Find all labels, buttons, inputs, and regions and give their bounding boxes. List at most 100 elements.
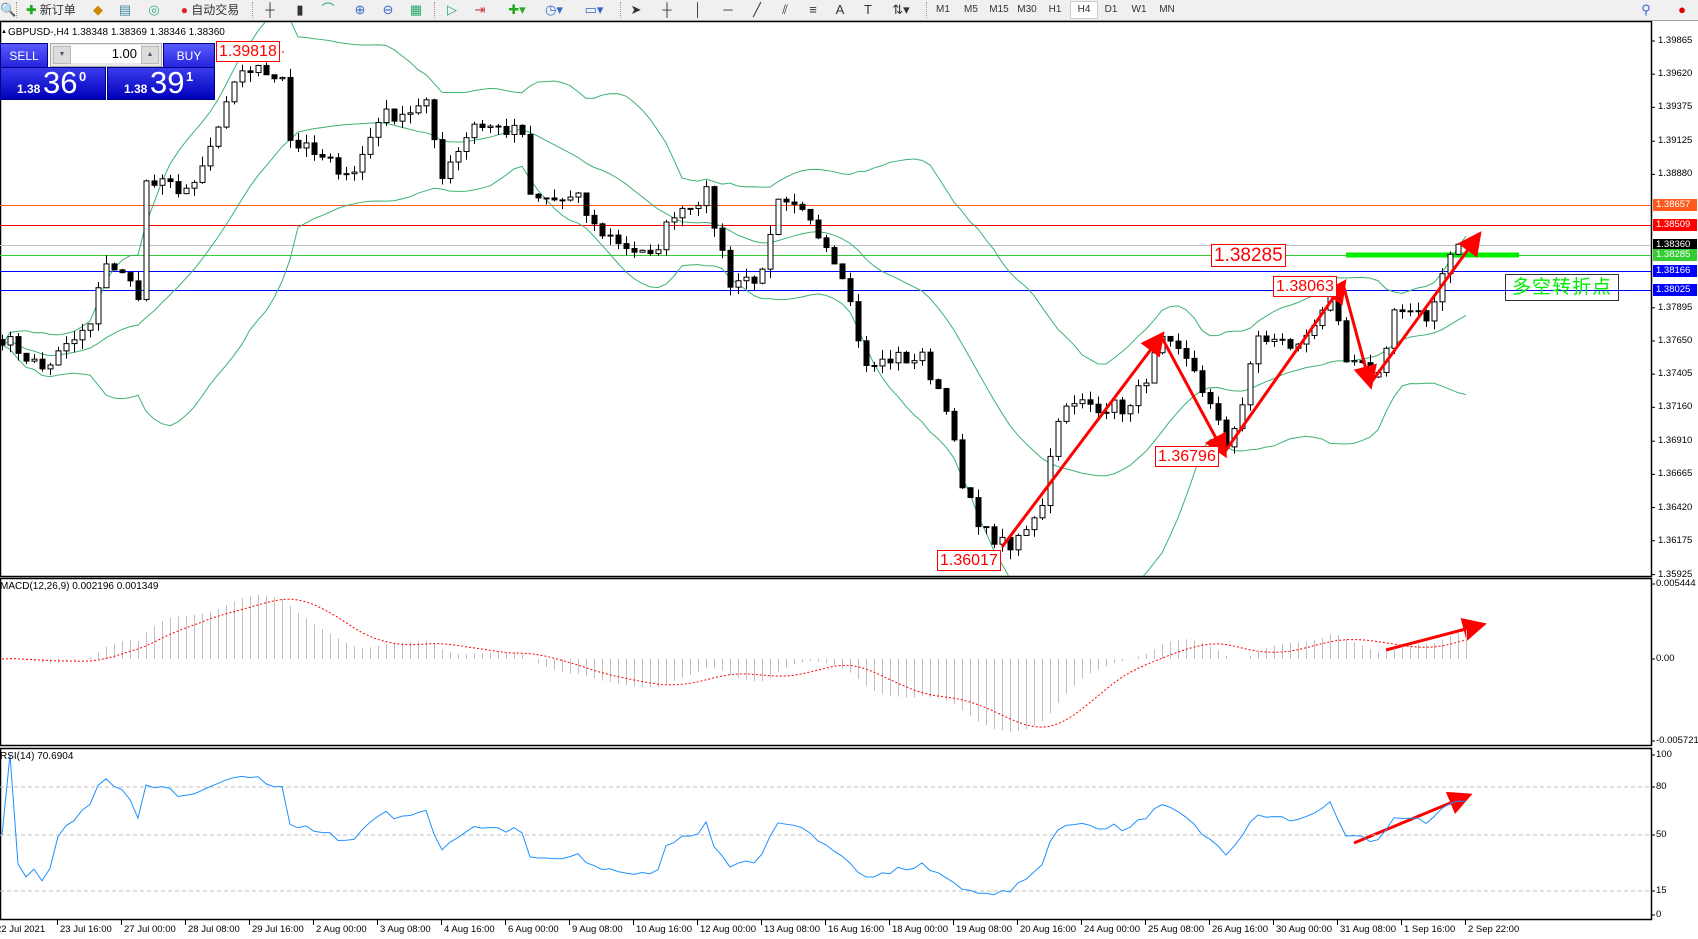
trend-arrow[interactable] [1341, 283, 1377, 390]
price-axis-label: 1.36665 [1658, 468, 1693, 480]
timeframe-m1[interactable]: M1 [936, 4, 950, 15]
timeframe-w1[interactable]: W1 [1131, 4, 1147, 15]
candle [463, 132, 470, 160]
high-price-label[interactable]: 1.39818 [216, 41, 280, 62]
trend-arrow[interactable] [1368, 231, 1482, 385]
candle [991, 523, 998, 549]
rsi-panel-frame [0, 747, 1653, 921]
candle [1119, 397, 1126, 422]
candle [535, 192, 542, 202]
candle [375, 117, 382, 147]
candle [343, 166, 350, 181]
candle [119, 268, 126, 274]
zoom-out-icon[interactable]: ⊖ [382, 2, 394, 17]
vertical-line-icon[interactable]: │ [693, 2, 703, 17]
time-axis-label: 13 Aug 08:00 [764, 924, 820, 935]
candle [111, 262, 118, 271]
search-icon[interactable]: ⚲ [1641, 2, 1651, 17]
volume-decrease-icon[interactable]: ▼ [53, 46, 71, 64]
sell-price-box[interactable]: 1.38 36 0 [0, 65, 106, 100]
candle [127, 272, 134, 287]
candle [887, 350, 894, 370]
candle [671, 211, 678, 230]
swing-high-label[interactable]: 1.38063 [1273, 276, 1337, 297]
fibonacci-icon[interactable]: ≡ [809, 2, 817, 17]
candle [527, 125, 534, 195]
candle [559, 197, 566, 210]
chart-shift-icon[interactable]: ⇥ [474, 2, 486, 17]
candle [207, 137, 214, 171]
volume-increase-icon[interactable]: ▲ [141, 46, 159, 64]
auto-trading-button[interactable]: ● 自动交易 [172, 2, 248, 18]
zoom-icon[interactable]: 🔍 [0, 2, 17, 17]
time-axis-label: 20 Aug 16:00 [1020, 924, 1076, 935]
text-label-icon[interactable]: T [864, 2, 872, 17]
tile-windows-icon[interactable]: ▦ [409, 2, 423, 17]
new-order-button[interactable]: ✚ 新订单 [22, 2, 80, 18]
buy-button[interactable]: BUY [163, 43, 215, 69]
candle [271, 74, 278, 83]
candle [583, 192, 590, 224]
buy-price-box[interactable]: 1.38 39 1 [107, 65, 215, 100]
symbol-info: GBPUSD-,H4 1.38348 1.38369 1.38346 1.383… [1, 27, 225, 38]
timeframe-m30[interactable]: M30 [1017, 4, 1037, 15]
low-price-label[interactable]: 1.36017 [937, 550, 1001, 571]
arrows-icon[interactable]: ⇅▾ [892, 2, 910, 17]
candle [935, 378, 942, 390]
support-price-label[interactable]: 1.38285 [1211, 244, 1286, 267]
market-watch-icon[interactable]: ◆ [93, 2, 103, 17]
timeframe-h4[interactable]: H4 [1070, 1, 1098, 19]
candle-chart-icon[interactable]: ▮ [296, 2, 304, 17]
line-chart-icon[interactable]: ⌒ [321, 2, 335, 17]
trend-arrow[interactable] [1385, 617, 1487, 652]
candle [495, 123, 502, 136]
volume-input[interactable]: 1.00 [71, 45, 141, 63]
candle [175, 174, 182, 198]
swing-low-label[interactable]: 1.36796 [1155, 446, 1219, 467]
signal-icon[interactable]: ◎ [148, 2, 160, 17]
timeframe-m15[interactable]: M15 [989, 4, 1009, 15]
candle [1127, 404, 1134, 422]
trend-arrow[interactable] [1159, 335, 1227, 459]
alerts-icon[interactable]: ● [1678, 2, 1686, 17]
toolbar-separator [926, 2, 928, 18]
candle [415, 98, 422, 115]
candle [647, 244, 654, 256]
trendline-icon[interactable]: ╱ [753, 2, 761, 17]
price-axis-label: 1.36175 [1658, 534, 1693, 546]
volume-stepper[interactable]: ▼ 1.00 ▲ [50, 43, 162, 67]
new-order-label: 新订单 [39, 3, 76, 17]
timeframe-h1[interactable]: H1 [1048, 4, 1062, 15]
crosshair-icon[interactable]: ┼ [662, 2, 672, 17]
candle [303, 134, 310, 158]
candle [471, 121, 478, 145]
trend-arrow[interactable] [1000, 331, 1165, 548]
toolbar-separator [16, 2, 18, 18]
auto-scroll-icon[interactable]: ▷ [447, 2, 457, 17]
time-axis-label: 19 Aug 08:00 [956, 924, 1012, 935]
timeframe-m5[interactable]: M5 [964, 4, 978, 15]
navigator-icon[interactable]: ▤ [118, 2, 132, 17]
timeframe-d1[interactable]: D1 [1104, 4, 1118, 15]
zoom-in-icon[interactable]: ⊕ [354, 2, 366, 17]
equidistant-channel-icon[interactable]: ⫽ [782, 2, 788, 17]
timeframe-mn[interactable]: MN [1159, 4, 1175, 15]
turning-point-note[interactable]: 多空转折点 [1505, 274, 1619, 301]
price-axis-label: 1.39865 [1658, 35, 1693, 46]
text-icon[interactable]: A [835, 2, 845, 17]
candle [1351, 354, 1358, 366]
periods-icon[interactable]: ◷▾ [545, 2, 563, 17]
templates-icon[interactable]: ▭▾ [584, 2, 604, 17]
candle [183, 184, 190, 195]
bar-chart-icon[interactable]: ┼ [265, 2, 275, 17]
sell-button[interactable]: SELL [0, 43, 48, 69]
candle [1087, 391, 1094, 412]
candle [1023, 525, 1030, 536]
trend-arrow[interactable] [1222, 279, 1347, 454]
cursor-icon[interactable]: ➤ [630, 2, 642, 17]
candle [1167, 335, 1174, 347]
indicators-icon[interactable]: ✚▾ [508, 2, 526, 17]
candle [447, 155, 454, 184]
horizontal-line-icon[interactable]: ─ [723, 2, 733, 17]
